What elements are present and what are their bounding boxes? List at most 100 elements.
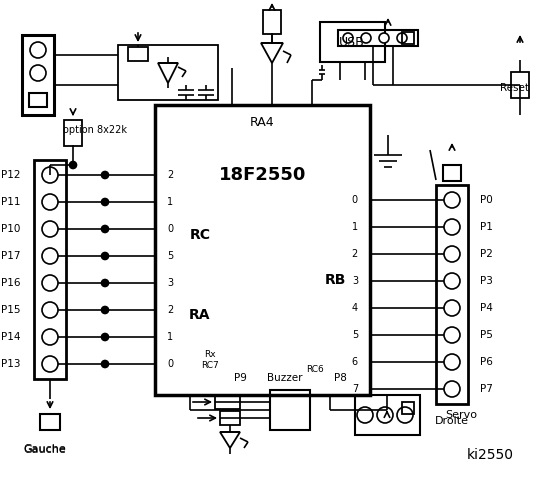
Text: P4: P4 — [480, 303, 493, 313]
Bar — [338, 30, 418, 46]
Text: P5: P5 — [480, 330, 493, 340]
Text: 2: 2 — [352, 249, 358, 259]
Bar — [155, 105, 370, 395]
Text: Buzzer: Buzzer — [267, 373, 302, 383]
Circle shape — [102, 307, 108, 313]
Bar — [118, 45, 218, 100]
Circle shape — [444, 381, 460, 397]
Text: Droite: Droite — [435, 416, 469, 426]
Circle shape — [361, 33, 371, 43]
Text: P10: P10 — [1, 224, 20, 234]
Bar — [402, 402, 414, 414]
Text: 0: 0 — [352, 195, 358, 205]
Bar — [220, 411, 240, 425]
Circle shape — [357, 407, 373, 423]
Text: P17: P17 — [1, 251, 20, 261]
Bar — [263, 10, 281, 34]
Circle shape — [102, 252, 108, 260]
Circle shape — [444, 219, 460, 235]
Text: 2: 2 — [167, 305, 173, 315]
Text: Gauche: Gauche — [24, 444, 66, 454]
Text: Rx
RC7: Rx RC7 — [201, 350, 219, 370]
Text: 0: 0 — [167, 224, 173, 234]
Circle shape — [379, 33, 389, 43]
Circle shape — [42, 302, 58, 318]
Circle shape — [42, 221, 58, 237]
Text: P0: P0 — [480, 195, 493, 205]
Bar — [29, 93, 47, 107]
Text: P1: P1 — [480, 222, 493, 232]
Text: RA: RA — [189, 308, 211, 322]
Circle shape — [102, 199, 108, 205]
Text: 7: 7 — [352, 384, 358, 394]
Circle shape — [397, 407, 413, 423]
Circle shape — [102, 334, 108, 340]
Bar — [270, 390, 310, 430]
Text: P7: P7 — [480, 384, 493, 394]
Bar — [402, 32, 414, 44]
Text: P16: P16 — [1, 278, 20, 288]
Circle shape — [30, 65, 46, 81]
Text: option 8x22k: option 8x22k — [63, 125, 127, 135]
Text: 1: 1 — [167, 197, 173, 207]
Text: P3: P3 — [480, 276, 493, 286]
Text: P8: P8 — [333, 373, 346, 383]
Bar — [128, 47, 148, 61]
Text: Reset: Reset — [500, 83, 529, 93]
Circle shape — [102, 279, 108, 287]
Circle shape — [444, 246, 460, 262]
Circle shape — [30, 42, 46, 58]
Bar — [443, 165, 461, 181]
Circle shape — [343, 33, 353, 43]
Text: P12: P12 — [1, 170, 20, 180]
Circle shape — [42, 248, 58, 264]
Circle shape — [42, 329, 58, 345]
Text: Servo: Servo — [445, 410, 477, 420]
Circle shape — [444, 192, 460, 208]
Circle shape — [102, 171, 108, 179]
Text: 1: 1 — [352, 222, 358, 232]
Text: 18F2550: 18F2550 — [219, 166, 306, 184]
Circle shape — [102, 226, 108, 232]
Text: 0: 0 — [167, 359, 173, 369]
Circle shape — [377, 407, 393, 423]
Bar — [40, 414, 60, 430]
Text: P15: P15 — [1, 305, 20, 315]
Text: RC: RC — [190, 228, 211, 242]
Circle shape — [444, 327, 460, 343]
Circle shape — [397, 33, 407, 43]
Text: RB: RB — [324, 273, 346, 287]
Text: 3: 3 — [167, 278, 173, 288]
Text: 2: 2 — [167, 170, 173, 180]
Text: 5: 5 — [352, 330, 358, 340]
Text: ki2550: ki2550 — [467, 448, 514, 462]
Bar — [215, 395, 240, 409]
Bar — [355, 395, 420, 435]
Bar — [320, 22, 385, 62]
Text: RA4: RA4 — [250, 117, 275, 130]
Circle shape — [102, 360, 108, 368]
Text: P11: P11 — [1, 197, 20, 207]
Text: P9: P9 — [233, 373, 247, 383]
Circle shape — [70, 161, 76, 168]
Circle shape — [444, 354, 460, 370]
Text: P14: P14 — [1, 332, 20, 342]
Text: P2: P2 — [480, 249, 493, 259]
Text: 6: 6 — [352, 357, 358, 367]
Text: 3: 3 — [352, 276, 358, 286]
Text: Gauche: Gauche — [24, 445, 66, 455]
Text: 4: 4 — [352, 303, 358, 313]
Text: 5: 5 — [167, 251, 173, 261]
Bar — [22, 35, 54, 115]
Text: P6: P6 — [480, 357, 493, 367]
Text: P13: P13 — [1, 359, 20, 369]
Bar — [511, 72, 529, 98]
Bar — [64, 120, 82, 146]
Circle shape — [444, 300, 460, 316]
Bar — [436, 185, 468, 404]
Text: 1: 1 — [167, 332, 173, 342]
Circle shape — [444, 273, 460, 289]
Bar — [34, 160, 66, 379]
Circle shape — [42, 275, 58, 291]
Text: RC6: RC6 — [306, 365, 324, 374]
